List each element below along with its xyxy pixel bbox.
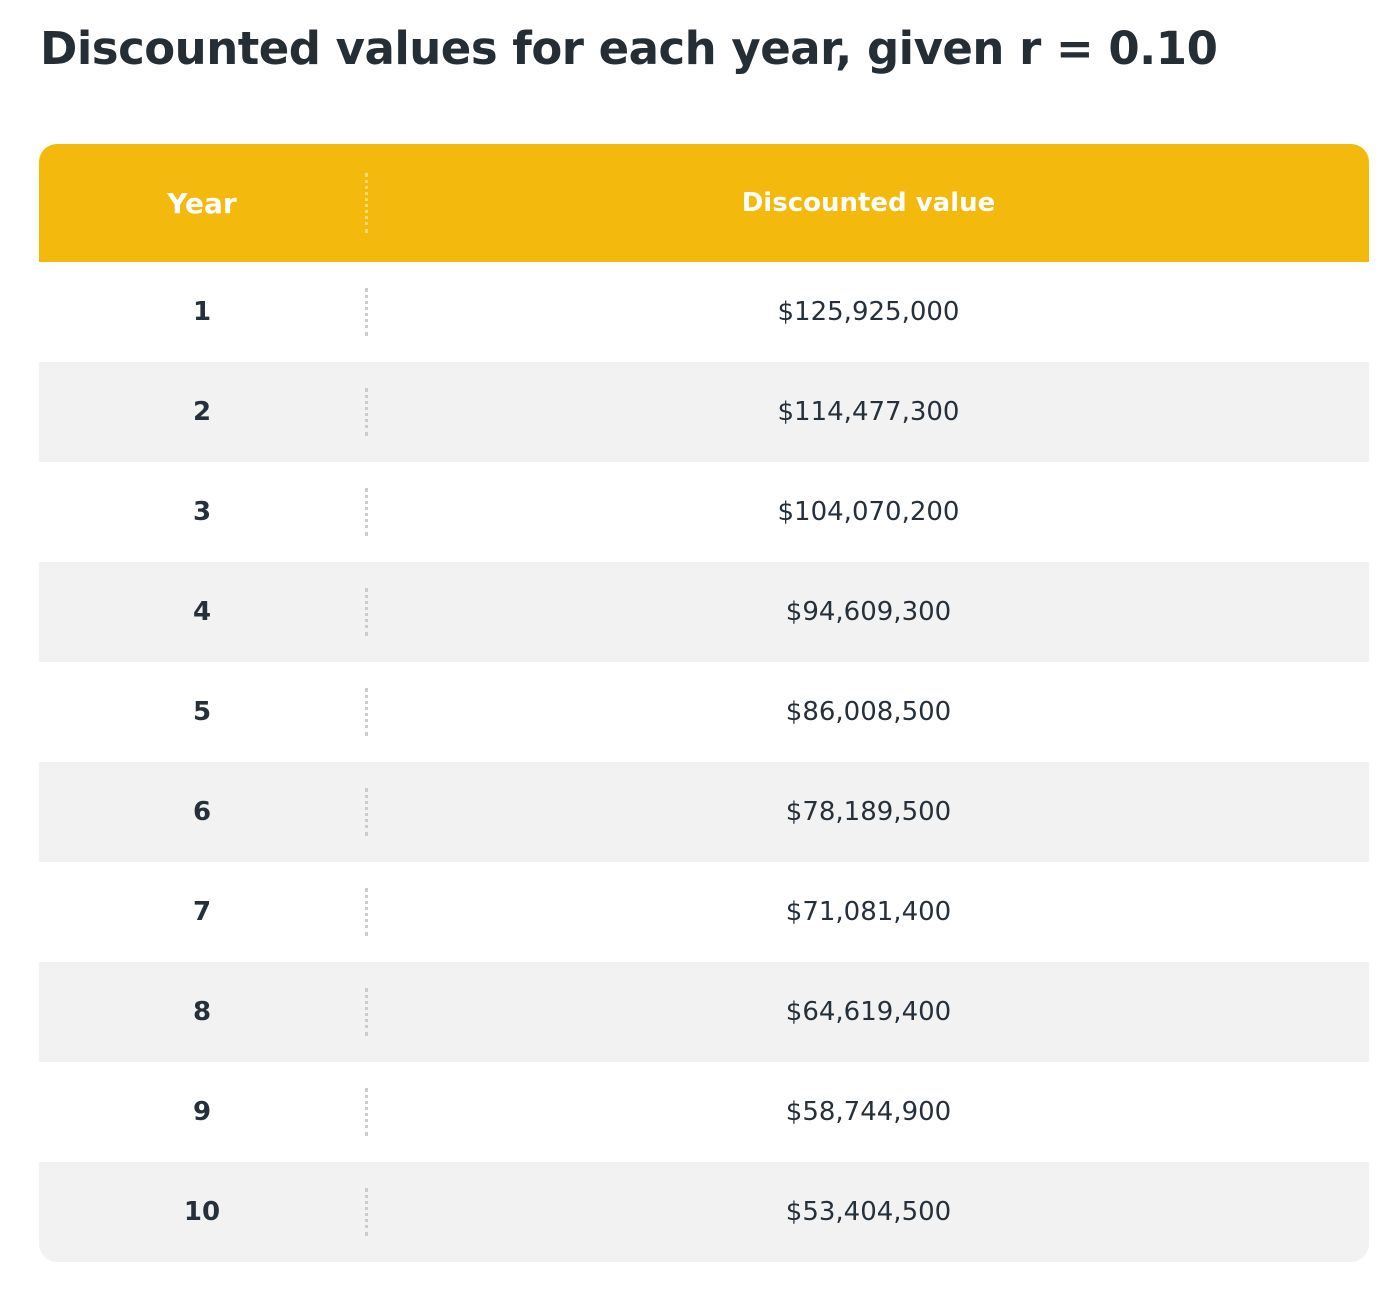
header-cell: Discounted value — [741, 188, 996, 218]
table-row: 2 $114,477,300 — [39, 362, 1369, 462]
table-row: 7 $71,081,400 — [39, 862, 1369, 962]
table-row: 5 $86,008,500 — [39, 662, 1369, 762]
year-cell: 4 — [39, 588, 368, 636]
header-cell: Year — [39, 173, 368, 233]
table-row: 9 $58,744,900 — [39, 1062, 1369, 1162]
year-cell: 2 — [39, 388, 368, 436]
value-cell: $71,081,400 — [785, 897, 952, 927]
year-cell: 6 — [39, 788, 368, 836]
year-cell: 5 — [39, 688, 368, 736]
table-row: 8 $64,619,400 — [39, 962, 1369, 1062]
value-cell: $94,609,300 — [785, 597, 952, 627]
table-row: 6 $78,189,500 — [39, 762, 1369, 862]
year-cell: 7 — [39, 888, 368, 936]
table-row: 1 $125,925,000 — [39, 262, 1369, 362]
value-cell: $53,404,500 — [785, 1197, 952, 1227]
value-cell: $78,189,500 — [785, 797, 952, 827]
year-cell: 3 — [39, 488, 368, 536]
value-cell: $114,477,300 — [777, 397, 960, 427]
value-cell: $58,744,900 — [785, 1097, 952, 1127]
title: Discounted values for each year, given r… — [40, 22, 1218, 75]
year-cell: 10 — [39, 1188, 368, 1236]
value-cell: $64,619,400 — [785, 997, 952, 1027]
year-cell: 9 — [39, 1088, 368, 1136]
header-row: Year Discounted value — [39, 144, 1369, 262]
table: Year Discounted value 1 $125,925,000 2 $114… — [39, 144, 1369, 1262]
value-cell: $104,070,200 — [777, 497, 960, 527]
table-row: 3 $104,070,200 — [39, 462, 1369, 562]
year-cell: 1 — [39, 288, 368, 336]
year-cell: 8 — [39, 988, 368, 1036]
value-cell: $125,925,000 — [777, 297, 960, 327]
value-cell: $86,008,500 — [785, 697, 952, 727]
table-row: 4 $94,609,300 — [39, 562, 1369, 662]
table-row: 10 $53,404,500 — [39, 1162, 1369, 1262]
